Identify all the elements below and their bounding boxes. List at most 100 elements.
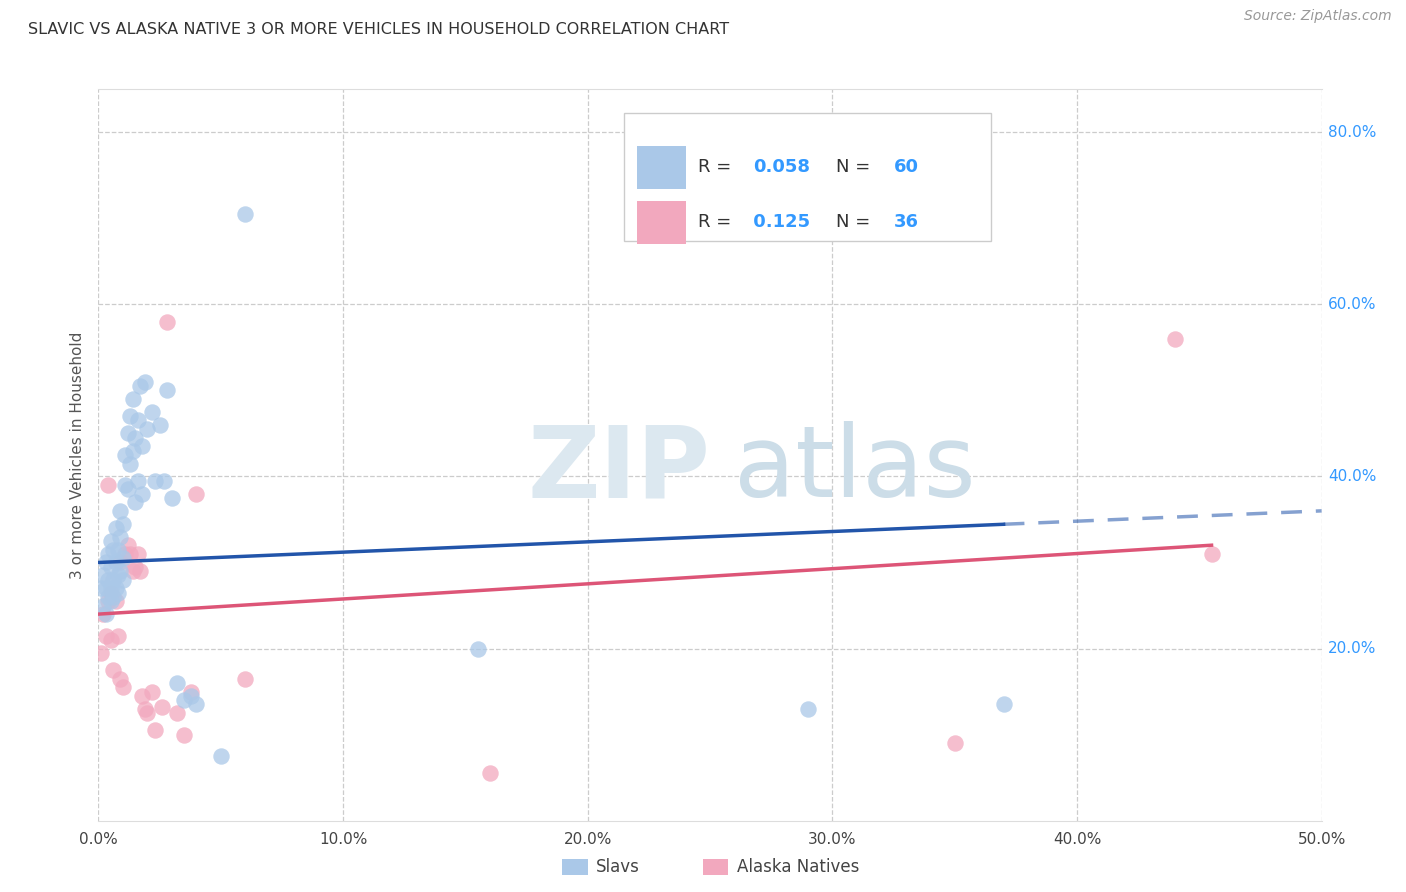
Point xyxy=(114,448,136,462)
Point xyxy=(110,530,132,544)
Point xyxy=(111,516,134,531)
Point xyxy=(797,702,820,716)
Point xyxy=(180,684,202,698)
Point xyxy=(134,375,156,389)
Text: 60: 60 xyxy=(894,159,918,177)
Point xyxy=(160,491,183,505)
Point xyxy=(131,689,153,703)
Point xyxy=(100,632,122,647)
Point xyxy=(186,698,208,712)
Point xyxy=(173,693,195,707)
Point xyxy=(120,457,142,471)
Point xyxy=(124,495,146,509)
Point xyxy=(117,426,139,441)
Text: 40.0%: 40.0% xyxy=(1327,469,1376,484)
Point xyxy=(104,521,127,535)
Point xyxy=(110,504,132,518)
Y-axis label: 3 or more Vehicles in Household: 3 or more Vehicles in Household xyxy=(69,331,84,579)
Point xyxy=(209,749,232,764)
Point xyxy=(100,585,122,599)
Point xyxy=(100,594,122,608)
Point xyxy=(104,594,127,608)
Point xyxy=(124,559,146,574)
Point xyxy=(129,379,152,393)
Point xyxy=(110,672,132,686)
FancyBboxPatch shape xyxy=(624,112,991,241)
Point xyxy=(143,723,166,738)
Text: 36: 36 xyxy=(894,213,918,231)
Point xyxy=(150,700,173,714)
Text: atlas: atlas xyxy=(734,421,976,518)
Point xyxy=(136,706,159,720)
Point xyxy=(94,582,117,596)
Text: R =: R = xyxy=(697,213,737,231)
Point xyxy=(127,474,149,488)
Point xyxy=(110,556,132,570)
Point xyxy=(149,417,172,432)
Point xyxy=(1164,332,1187,346)
Point xyxy=(101,573,124,587)
Point xyxy=(180,689,202,703)
Point xyxy=(156,384,179,398)
Text: N =: N = xyxy=(837,159,876,177)
Point xyxy=(97,478,120,492)
Point xyxy=(173,728,195,742)
Text: SLAVIC VS ALASKA NATIVE 3 OR MORE VEHICLES IN HOUSEHOLD CORRELATION CHART: SLAVIC VS ALASKA NATIVE 3 OR MORE VEHICL… xyxy=(28,22,730,37)
Text: 20.0%: 20.0% xyxy=(1327,641,1376,656)
Text: Alaska Natives: Alaska Natives xyxy=(737,858,859,876)
Point xyxy=(94,607,117,621)
Point xyxy=(153,474,176,488)
Point xyxy=(467,641,489,656)
Point xyxy=(121,392,143,406)
Point xyxy=(97,590,120,604)
Point xyxy=(136,422,159,436)
Point xyxy=(101,663,124,677)
Point xyxy=(121,564,143,578)
Point xyxy=(91,568,114,582)
Point xyxy=(127,547,149,561)
Text: 80.0%: 80.0% xyxy=(1327,125,1376,140)
Text: 0.125: 0.125 xyxy=(747,213,810,231)
Point xyxy=(131,486,153,500)
Point xyxy=(121,443,143,458)
Point xyxy=(120,409,142,424)
Text: 60.0%: 60.0% xyxy=(1327,297,1376,312)
Point xyxy=(110,564,132,578)
Point xyxy=(166,706,188,720)
Point xyxy=(90,582,112,596)
Point xyxy=(100,582,122,596)
Point xyxy=(107,542,129,557)
Point xyxy=(233,207,256,221)
Point xyxy=(100,559,122,574)
Point xyxy=(124,431,146,445)
Point xyxy=(186,486,208,500)
Point xyxy=(107,568,129,582)
Point xyxy=(97,547,120,561)
Point xyxy=(141,684,163,698)
Point xyxy=(478,766,501,780)
Point xyxy=(104,556,127,570)
Point xyxy=(101,542,124,557)
Point xyxy=(91,607,114,621)
Point xyxy=(97,573,120,587)
Bar xyxy=(637,201,686,244)
Point xyxy=(943,736,966,750)
Point xyxy=(91,599,114,613)
Point xyxy=(94,556,117,570)
Point xyxy=(166,676,188,690)
Bar xyxy=(637,146,686,189)
Point xyxy=(156,314,179,328)
Point xyxy=(131,439,153,453)
Text: N =: N = xyxy=(837,213,876,231)
Point xyxy=(114,478,136,492)
Point xyxy=(100,533,122,548)
Text: 0.058: 0.058 xyxy=(752,159,810,177)
Point xyxy=(90,646,112,660)
Point xyxy=(97,594,120,608)
Point xyxy=(111,551,134,566)
Point xyxy=(233,672,256,686)
Point xyxy=(107,585,129,599)
Point xyxy=(117,483,139,497)
Point xyxy=(111,680,134,694)
Point xyxy=(120,547,142,561)
